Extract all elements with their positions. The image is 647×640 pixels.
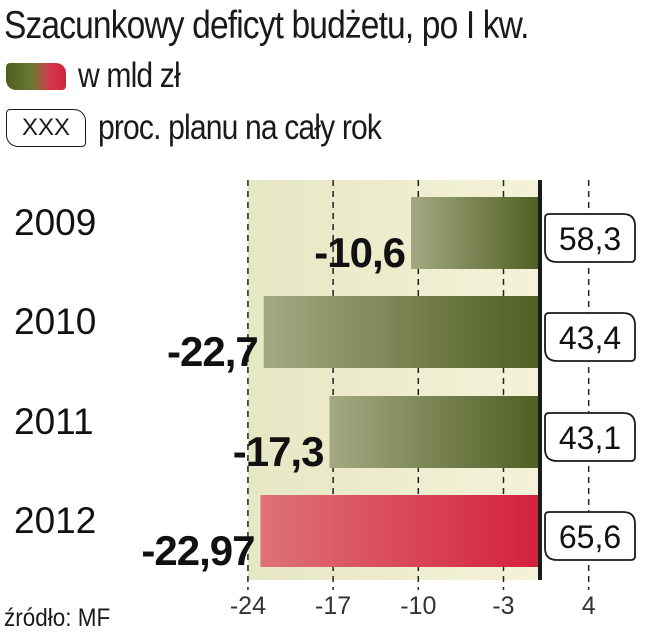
bar-2009 [410,197,540,269]
plan-percent-box [544,312,636,362]
x-tick-label: -17 [315,592,351,620]
value-label: -17,3 [233,428,324,475]
source-note: źródło: MF [4,604,111,632]
category-label: 2012 [14,500,96,541]
category-label: 2010 [14,301,96,342]
x-tick-label: -3 [492,592,514,620]
legend-value-label: w mld zł [78,56,181,95]
x-tick-label: -10 [400,592,436,620]
bars [260,197,540,567]
legend-percent: XXX proc. planu na cały rok [6,108,427,148]
plan-percent-label: 43,4 [559,320,621,356]
value-label: -10,6 [314,229,405,276]
category-label: 2009 [14,202,96,243]
legend-swatch [6,62,66,90]
value-label: -22,97 [141,527,254,574]
bar-2011 [329,396,540,468]
plan-percent-box [544,213,636,263]
plan-percent-label: 58,3 [559,221,621,257]
plan-percent-box [544,412,636,462]
legend-box-label: proc. planu na cały rok [98,108,382,147]
chart-title: Szacunkowy deficyt budżetu, po I kw. [4,4,529,47]
legend-box-sample: XXX [6,109,86,147]
x-tick-label: 4 [582,592,596,620]
plan-percent-box [544,511,636,561]
bar-2010 [263,296,540,368]
plan-percent-label: 43,1 [559,420,621,456]
x-tick-label: -24 [230,592,266,620]
bar-2012 [260,495,540,567]
value-label: -22,7 [167,328,258,375]
legend-value: w mld zł [6,56,196,96]
category-label: 2011 [14,401,94,442]
labels: -24 -17 -10 -3 4 2009 -10,6 58,3 2010 -22,7 43,4 20… [14,202,636,620]
plan-percent-label: 65,6 [559,519,621,555]
